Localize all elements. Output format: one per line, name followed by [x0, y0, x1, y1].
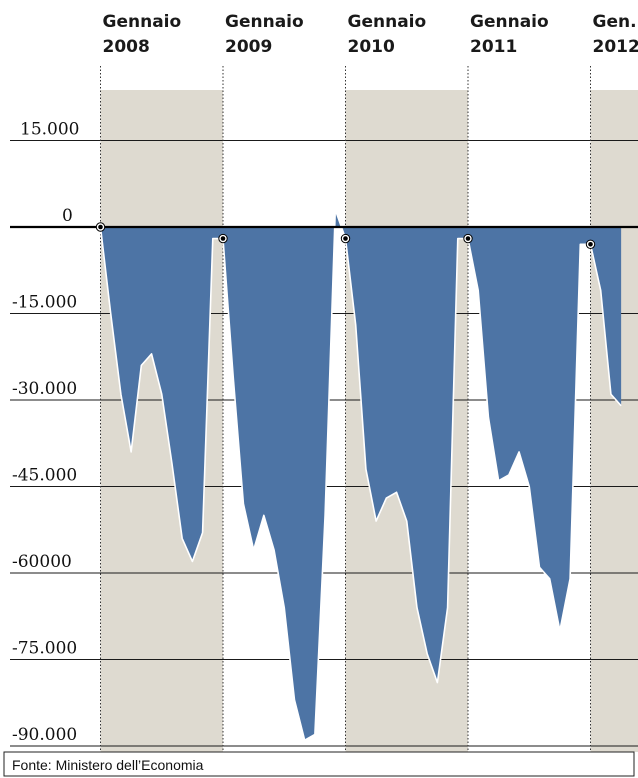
year-labels: Gennaio 2008 Gennaio 2009 Gennaio 2010 Gennaio… [103, 12, 638, 57]
y-tick-label: -15.000 [12, 293, 77, 313]
year-label-month: Gennaio [225, 12, 304, 32]
y-tick-label: 0 [62, 206, 73, 226]
area-fill [100, 209, 622, 741]
y-tick-label: -60000 [12, 552, 72, 572]
january-marker-dot [465, 236, 471, 241]
year-label-year: 2010 [348, 37, 395, 57]
source-box: Fonte: Ministero dell’Economia [3, 751, 635, 777]
january-marker-dot [343, 236, 348, 241]
y-tick-label: -75.000 [12, 639, 77, 659]
year-label-month: Gennaio [103, 12, 182, 32]
january-markers [95, 222, 596, 250]
source-frame [3, 751, 635, 777]
year-label-month: Gennaio [348, 12, 427, 32]
area-outline [99, 208, 622, 742]
year-label-year: 2011 [470, 37, 517, 57]
year-label-year: 2008 [103, 37, 150, 57]
year-label-year: 2012 [593, 37, 638, 57]
year-label-year: 2009 [225, 37, 272, 57]
january-marker-dot [220, 236, 226, 241]
january-marker-dot [588, 242, 593, 247]
year-label-month: Gen. [593, 12, 637, 32]
y-tick-label: -45.000 [12, 466, 77, 486]
y-tick-label: -90.000 [12, 725, 77, 745]
source-note: Fonte: Ministero dell’Economia [12, 757, 204, 773]
year-label-month: Gennaio [470, 12, 549, 32]
deficit-area [99, 208, 622, 742]
year-band-2012 [590, 90, 638, 752]
y-tick-label: 15.000 [20, 120, 79, 140]
y-tick-label: -30.000 [12, 379, 77, 399]
january-marker-dot [98, 224, 103, 230]
year-dividers [100, 66, 591, 752]
y-axis-labels: 15.000 0 -15.000 -30.000 -45.000 -60000 -75.00… [12, 120, 79, 746]
